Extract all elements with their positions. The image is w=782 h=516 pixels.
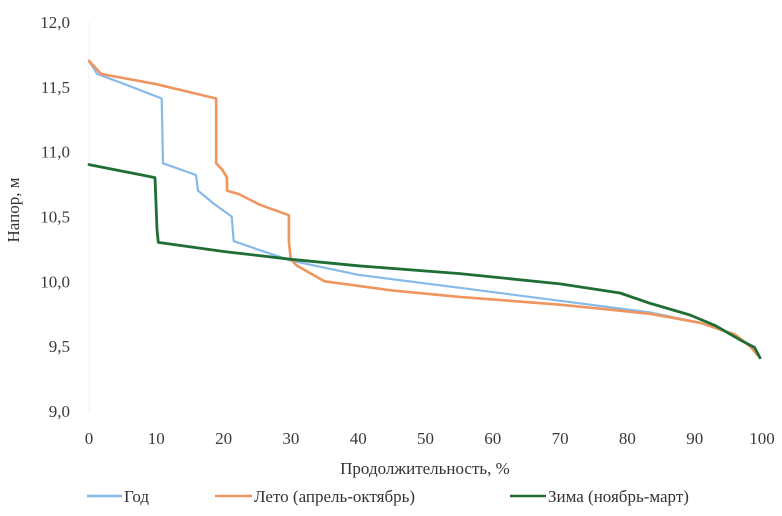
x-tick-label: 10 [148, 429, 165, 448]
legend-label-god: Год [124, 487, 149, 506]
x-tick-label: 80 [619, 429, 636, 448]
legend-label-leto: Лето (апрель-октябрь) [254, 487, 415, 506]
x-tick-label: 90 [686, 429, 703, 448]
x-tick-label: 20 [215, 429, 232, 448]
y-tick-label: 9,0 [49, 402, 70, 421]
x-tick-label: 50 [417, 429, 434, 448]
x-tick-label: 0 [85, 429, 94, 448]
x-tick-label: 100 [749, 429, 775, 448]
y-tick-label: 12,0 [40, 13, 70, 32]
x-tick-label: 40 [350, 429, 367, 448]
x-tick-label: 60 [484, 429, 501, 448]
y-tick-label: 9,5 [49, 337, 70, 356]
y-tick-label: 10,5 [40, 208, 70, 227]
y-axis-title: Напор, м [4, 177, 23, 242]
x-tick-label: 70 [552, 429, 569, 448]
legend-item-leto[interactable]: Лето (апрель-октябрь) [215, 487, 415, 506]
series-line-zima [87, 163, 762, 360]
y-tick-label: 11,0 [41, 143, 70, 162]
y-tick-labels: 9,0 9,5 10,0 10,5 11,0 11,5 12,0 [40, 13, 70, 421]
x-axis-title: Продолжительность, % [340, 459, 510, 478]
legend-item-zima[interactable]: Зима (ноябрь-март) [510, 487, 689, 506]
y-tick-label: 11,5 [41, 78, 70, 97]
series-line-god [87, 59, 762, 359]
series-layer [87, 59, 762, 360]
y-tick-label: 10,0 [40, 272, 70, 291]
legend-label-zima: Зима (ноябрь-март) [548, 487, 689, 506]
series-line-leto [87, 59, 762, 360]
legend-item-god[interactable]: Год [87, 487, 149, 506]
x-tick-label: 30 [282, 429, 299, 448]
x-tick-labels: 0 10 20 30 40 50 60 70 80 90 100 [85, 429, 775, 448]
legend: Год Лето (апрель-октябрь) Зима (ноябрь-м… [87, 487, 689, 506]
